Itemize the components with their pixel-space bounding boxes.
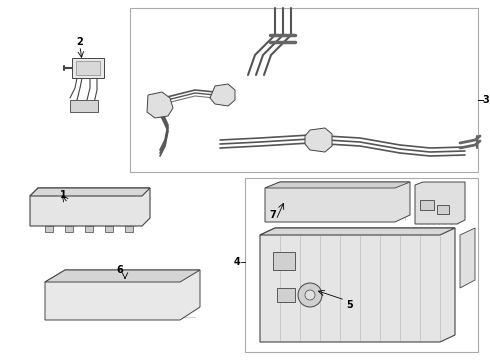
Text: 7: 7: [270, 210, 276, 220]
Circle shape: [298, 283, 322, 307]
Polygon shape: [45, 270, 200, 282]
Text: 4: 4: [234, 257, 241, 267]
Polygon shape: [210, 84, 235, 106]
Text: 1: 1: [60, 190, 66, 200]
Bar: [277, 288, 295, 302]
Polygon shape: [30, 188, 150, 196]
Text: 2: 2: [76, 37, 83, 47]
Polygon shape: [260, 228, 455, 235]
Bar: [76, 61, 100, 75]
Polygon shape: [30, 188, 150, 226]
Circle shape: [305, 290, 315, 300]
Polygon shape: [265, 182, 410, 188]
Polygon shape: [45, 270, 200, 320]
Bar: [420, 200, 434, 210]
Bar: [245, 178, 478, 352]
Bar: [273, 252, 295, 270]
Bar: [105, 226, 113, 232]
Text: 6: 6: [117, 265, 123, 275]
Bar: [437, 205, 449, 214]
Polygon shape: [147, 92, 173, 118]
Bar: [130, 8, 478, 172]
Polygon shape: [415, 182, 465, 224]
Bar: [72, 58, 104, 78]
Text: 3: 3: [482, 95, 489, 105]
Bar: [65, 226, 73, 232]
Polygon shape: [460, 228, 475, 288]
Text: 5: 5: [346, 300, 353, 310]
Bar: [85, 226, 93, 232]
Bar: [45, 226, 53, 232]
Bar: [70, 100, 98, 112]
Polygon shape: [305, 128, 332, 152]
Polygon shape: [265, 182, 410, 222]
Bar: [125, 226, 133, 232]
Polygon shape: [260, 228, 455, 342]
